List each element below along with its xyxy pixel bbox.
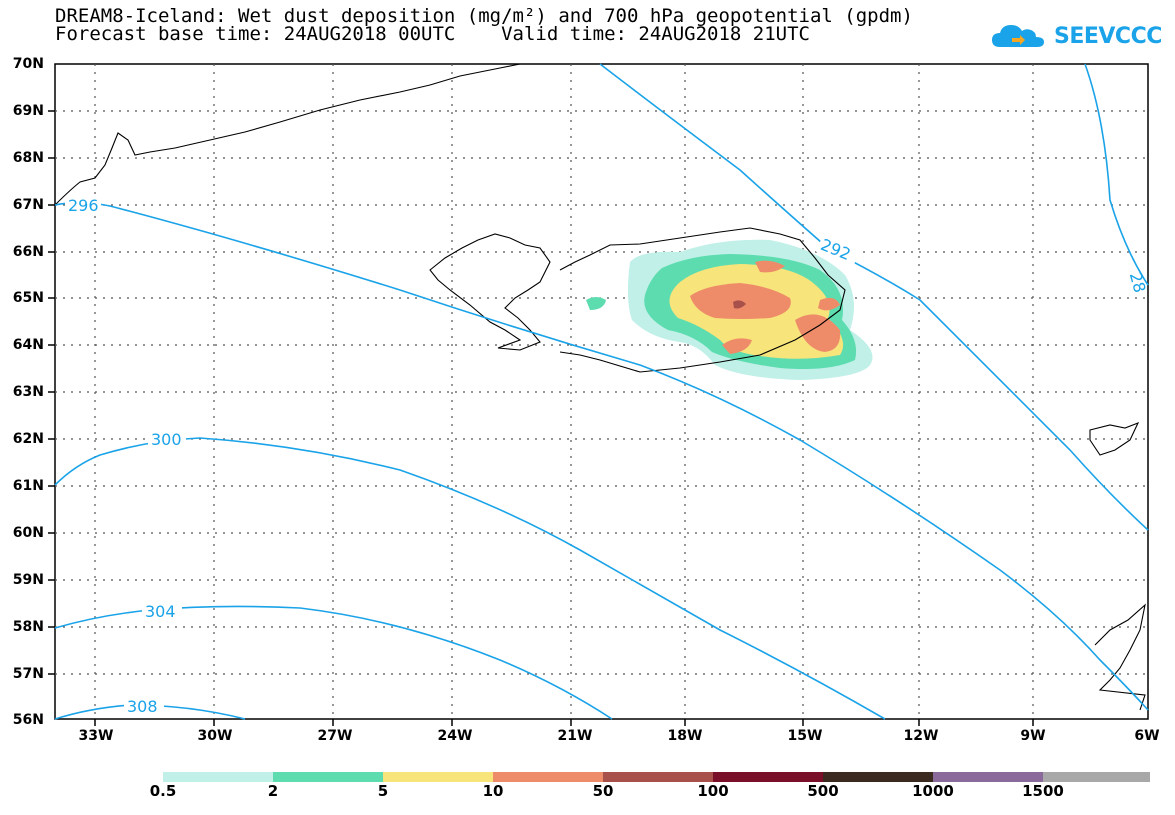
colorbar-label-1500: 1500 [1022,782,1064,800]
lon-label-12w: 12W [903,728,939,744]
contour-292 [599,63,1149,531]
lat-label-70n: 70N [12,56,44,72]
coastlines [54,63,1146,711]
colorbar-label-5: 5 [377,782,389,800]
lat-label-67n: 67N [12,197,44,213]
lat-label-62n: 62N [12,431,44,447]
colorbar-label-2: 2 [267,782,279,800]
lat-label-69n: 69N [12,103,44,119]
dust-level-50 [733,300,746,309]
colorbar [163,772,1150,782]
axis-ticks [48,110,1034,726]
contour-label-304: 304 [145,602,176,621]
lon-label-21w: 21W [557,728,593,744]
dust-patch-west [586,297,606,310]
map-title: DREAM8-Iceland: Wet dust deposition (mg/… [55,5,913,27]
geopotential-contours [54,63,1149,720]
lat-label-61n: 61N [12,478,44,494]
contour-296 [54,201,1149,711]
seevccc-logo: SEEVCCC [990,16,1162,56]
colorbar-swatch-2 [273,772,383,782]
lat-label-57n: 57N [12,666,44,682]
lat-label-63n: 63N [12,384,44,400]
lon-label-18w: 18W [667,728,703,744]
colorbar-swatch-1 [163,772,273,782]
contour-300 [54,437,886,720]
logo-text: SEEVCCC [1054,23,1162,49]
dust-deposition-field [586,239,873,380]
lon-label-30w: 30W [197,728,233,744]
colorbar-swatch-5 [603,772,713,782]
scotland-coast [1094,603,1146,711]
lat-label-59n: 59N [12,572,44,588]
iceland-west-coast [429,233,551,351]
contour-label-288: 28 [1126,270,1150,295]
lat-label-58n: 58N [12,619,44,635]
lat-label-56n: 56N [12,712,44,728]
lon-label-6w: 6W [1134,728,1160,744]
colorbar-swatch-9 [1043,772,1150,782]
contour-label-300: 300 [151,430,182,449]
lat-label-60n: 60N [12,525,44,541]
colorbar-swatch-4 [493,772,603,782]
faroe-islands [1089,421,1140,456]
map-subtitle: Forecast base time: 24AUG2018 00UTC Vali… [55,23,810,45]
contour-288 [1084,63,1149,286]
lon-label-33w: 33W [78,728,114,744]
contour-label-group: 296 292 300 304 308 28 [65,196,1149,716]
lon-label-9w: 9W [1020,728,1046,744]
contour-label-308: 308 [127,697,158,716]
contour-label-296: 296 [68,196,99,215]
colorbar-swatch-8 [933,772,1043,782]
dust-level-10-south [722,338,752,354]
colorbar-swatch-7 [823,772,933,782]
lat-label-64n: 64N [12,337,44,353]
colorbar-label-10: 10 [482,782,504,800]
lat-label-66n: 66N [12,244,44,260]
cloud-icon [992,25,1044,47]
lon-label-27w: 27W [317,728,353,744]
iceland-south-coast [559,227,846,373]
dust-level-10-southeast [795,314,841,352]
colorbar-label-100: 100 [697,782,729,800]
colorbar-label-0-5: 0.5 [149,782,177,800]
colorbar-swatch-3 [383,772,493,782]
colorbar-label-50: 50 [592,782,614,800]
contour-304 [54,605,613,720]
greenland-coast [54,63,521,206]
lat-label-68n: 68N [12,150,44,166]
colorbar-label-500: 500 [807,782,839,800]
graticule [55,64,1148,719]
dust-level-10-north [755,260,785,273]
lon-label-15w: 15W [787,728,823,744]
lon-label-24w: 24W [437,728,473,744]
lat-label-65n: 65N [12,290,44,306]
colorbar-label-1000: 1000 [912,782,954,800]
dust-level-10-east [818,297,840,311]
colorbar-swatch-6 [713,772,823,782]
